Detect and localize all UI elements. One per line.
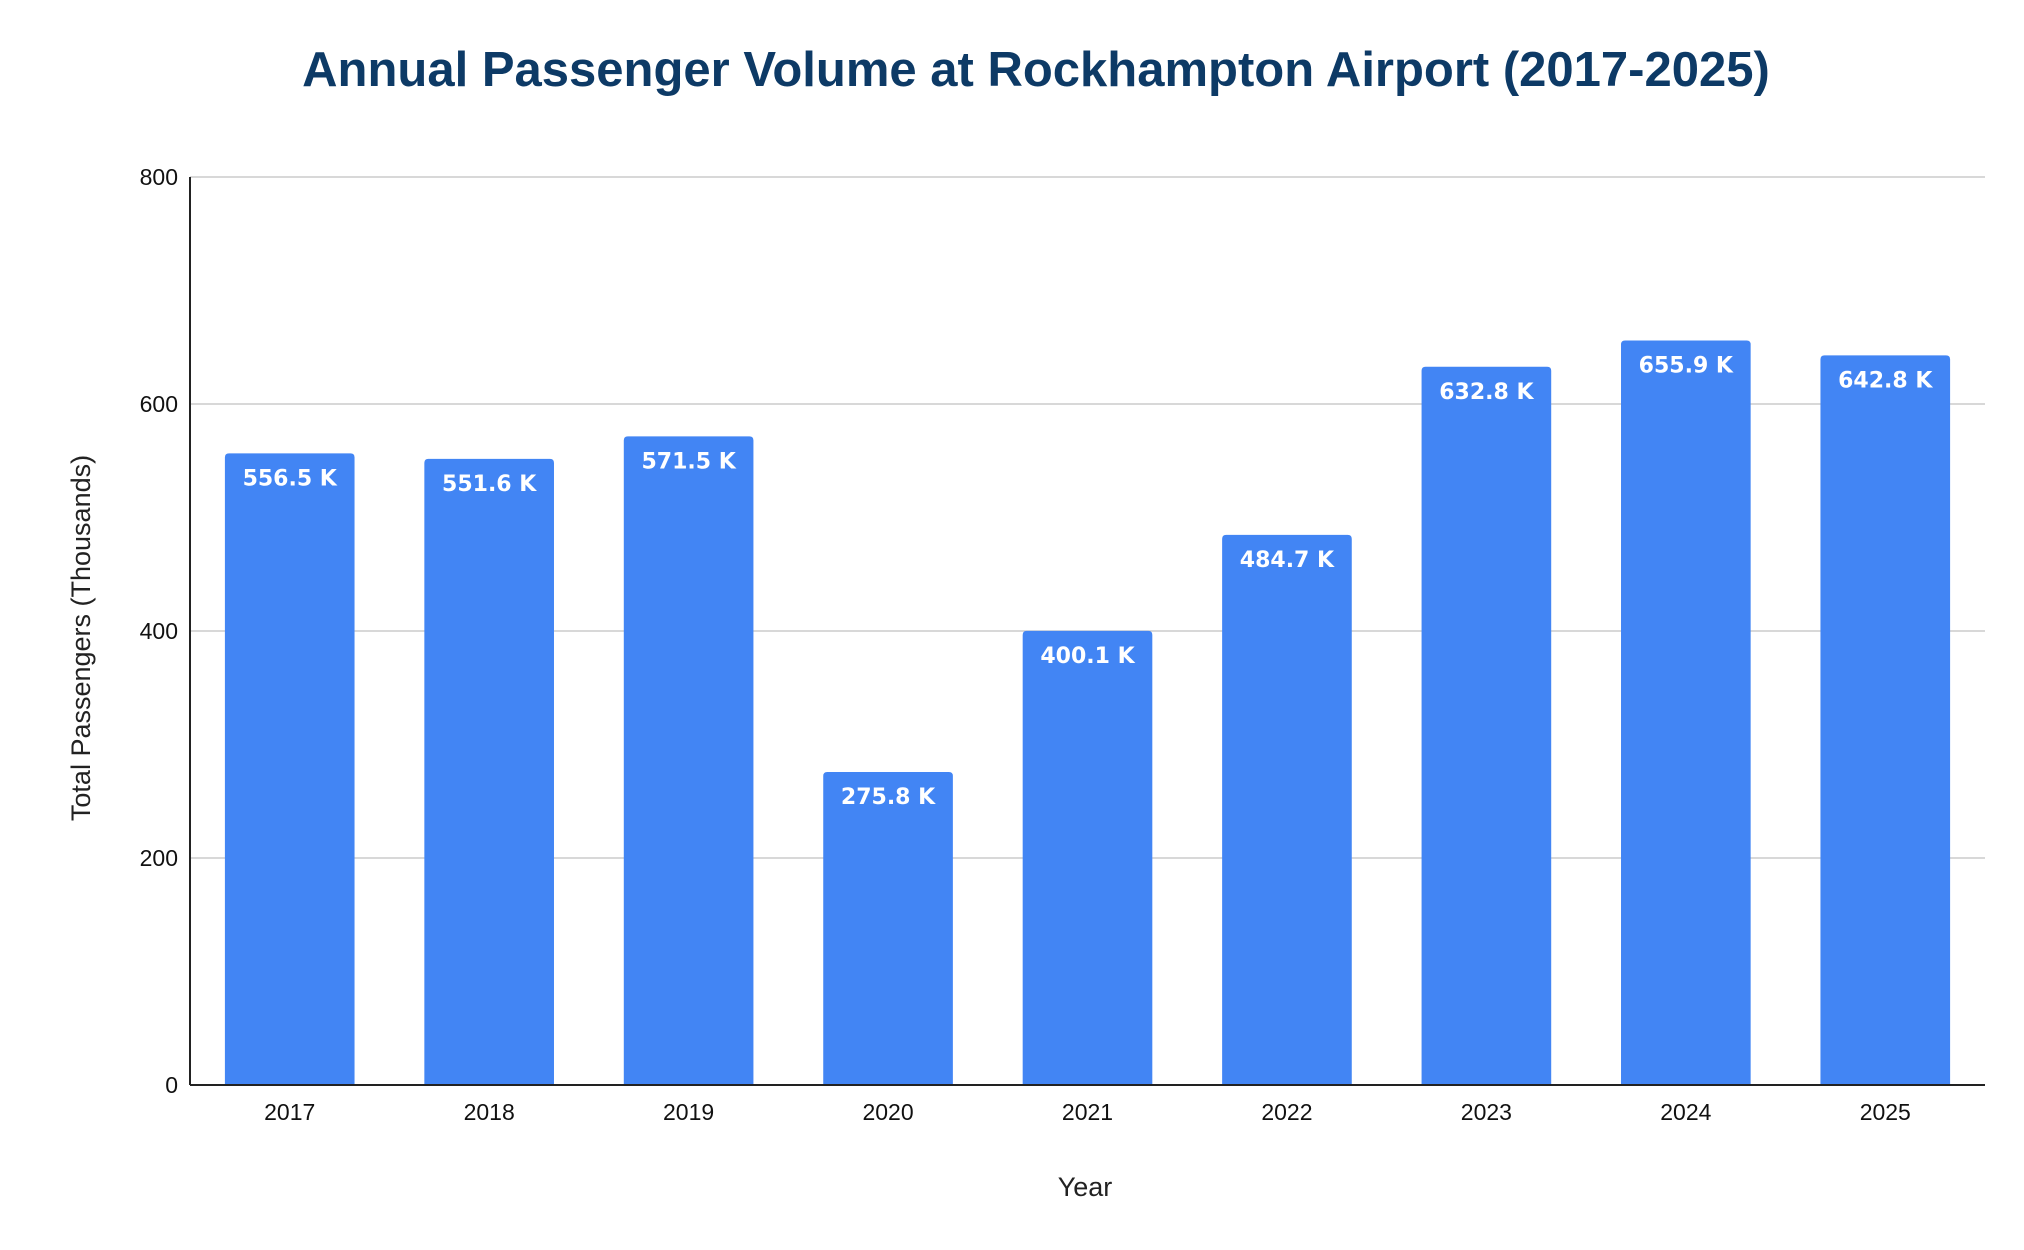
x-tick-label-2020: 2020 — [862, 1099, 913, 1125]
x-tick-label-2019: 2019 — [663, 1099, 714, 1125]
x-tick-label-2025: 2025 — [1860, 1099, 1911, 1125]
chart-title: Annual Passenger Volume at Rockhampton A… — [302, 43, 1770, 97]
bar-2025 — [1820, 355, 1951, 1085]
data-label-2022: 484.7 K — [1240, 548, 1335, 573]
x-axis-label: Year — [1058, 1172, 1113, 1202]
y-tick-label: 400 — [140, 618, 178, 644]
x-tick-labels: 2017 2018 2019 2020 2021 2022 2023 2024 2025 — [264, 1099, 1911, 1125]
data-label-2019: 571.5 K — [641, 449, 736, 474]
x-tick-label-2024: 2024 — [1660, 1099, 1711, 1125]
axes — [189, 177, 1985, 1086]
bar-2024 — [1621, 340, 1751, 1086]
x-tick-label-2022: 2022 — [1261, 1099, 1312, 1125]
y-tick-label: 800 — [140, 164, 178, 190]
bar-2019 — [623, 436, 754, 1085]
bar-2022 — [1222, 534, 1352, 1085]
bar-2018 — [424, 458, 554, 1086]
x-tick-label-2023: 2023 — [1461, 1099, 1512, 1125]
bar-2023 — [1421, 366, 1552, 1086]
bar-2020 — [823, 771, 953, 1085]
data-label-2025: 642.8 K — [1838, 368, 1933, 393]
data-label-2021: 400.1 K — [1040, 644, 1135, 669]
y-tick-label: 0 — [165, 1072, 178, 1098]
y-tick-labels: 0 200 400 600 800 — [140, 164, 178, 1098]
y-tick-label: 600 — [140, 391, 178, 417]
bar-2021 — [1022, 630, 1153, 1085]
data-label-2024: 655.9 K — [1639, 354, 1734, 379]
x-tick-label-2017: 2017 — [264, 1099, 315, 1125]
y-axis-label: Total Passengers (Thousands) — [66, 455, 96, 821]
data-label-2018: 551.6 K — [442, 472, 537, 497]
data-label-2017: 556.5 K — [243, 466, 338, 491]
bars — [224, 340, 1951, 1086]
x-tick-label-2021: 2021 — [1062, 1099, 1113, 1125]
data-label-2020: 275.8 K — [841, 785, 936, 810]
y-tick-label: 200 — [140, 845, 178, 871]
data-labels: 556.5 K 551.6 K 571.5 K 275.8 K 400.1 K 484.7… — [243, 354, 1934, 810]
data-label-2023: 632.8 K — [1439, 380, 1534, 405]
x-tick-label-2018: 2018 — [464, 1099, 515, 1125]
bar-2017 — [224, 453, 355, 1085]
